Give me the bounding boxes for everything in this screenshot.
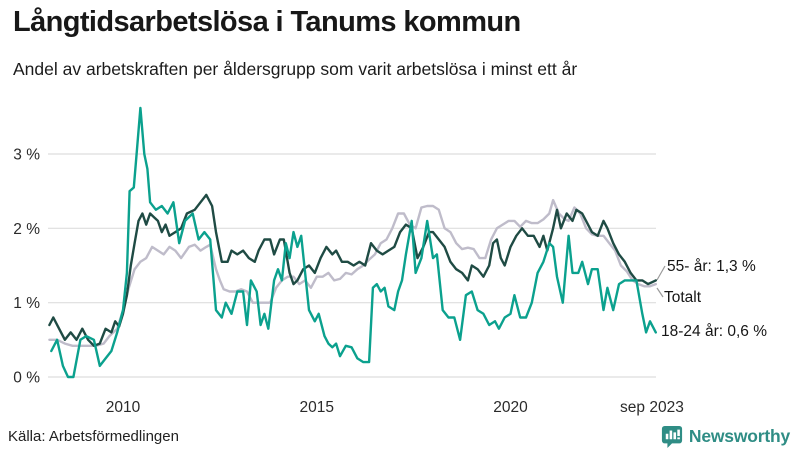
page-title: Långtidsarbetslösa i Tanums kommun	[13, 6, 521, 38]
annotation-connector-55-ar	[656, 265, 666, 281]
newsworthy-brand: Newsworthy	[661, 424, 790, 448]
x-tick-label: sep 2023	[620, 399, 684, 416]
newsworthy-brand-name: Newsworthy	[688, 425, 790, 446]
series-line-55-r	[48, 193, 657, 348]
series-label-18-24-ar: 18-24 år: 0,6 %	[661, 323, 767, 340]
y-tick-label: 1 %	[13, 295, 40, 312]
line-chart: 0 % 1 % 2 % 3 % 2010 2015 2020 sep 2023	[13, 106, 684, 416]
x-tick-label: 2010	[106, 399, 141, 416]
y-tick-label: 3 %	[13, 147, 40, 164]
y-tick-label: 0 %	[13, 370, 40, 387]
x-tick-label: 2020	[493, 399, 528, 416]
x-tick-label: 2015	[300, 399, 334, 416]
annotation-connector-totalt	[656, 287, 664, 298]
series-line-18-24-r	[50, 106, 657, 379]
source-credit: Källa: Arbetsförmedlingen	[8, 428, 179, 445]
y-tick-label: 2 %	[13, 221, 40, 238]
series-label-totalt: Totalt	[664, 289, 702, 306]
series-label-55-ar: 55- år: 1,3 %	[667, 258, 756, 275]
newsworthy-logo-icon	[661, 425, 683, 448]
chart-subtitle: Andel av arbetskraften per åldersgrupp s…	[13, 59, 578, 79]
